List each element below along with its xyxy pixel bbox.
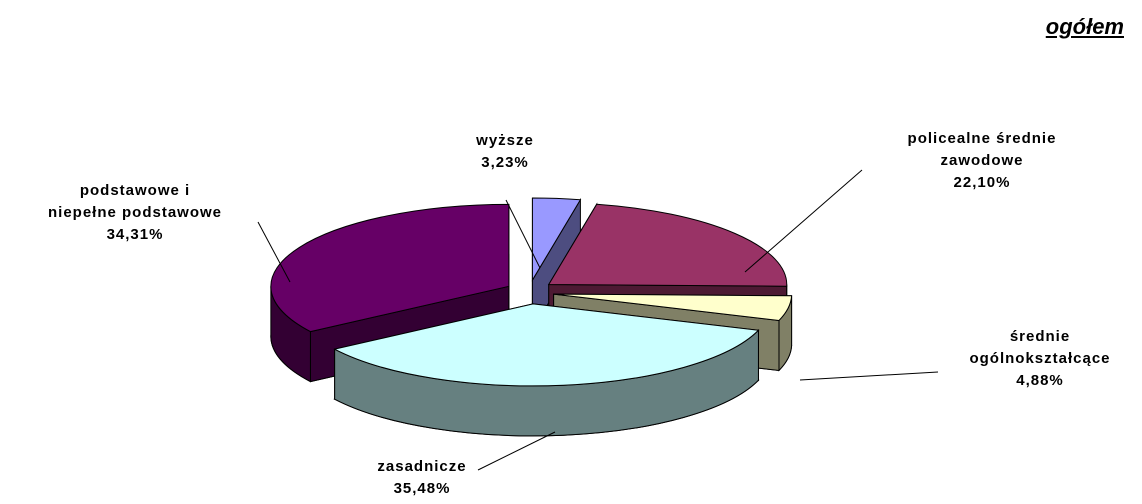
value-label: 3,23% (481, 154, 529, 171)
value-label: 35,48% (393, 480, 451, 497)
slice-label-group: wyższe 3,23% (476, 130, 534, 174)
category-label: policealne średnie zawodowe (907, 130, 1057, 169)
slice-label-group: średnie ogólnokształcące 4,88% (969, 326, 1110, 392)
slice (547, 203, 788, 287)
category-label: podstawowe i niepełne podstawowe (47, 182, 223, 221)
value-label: 4,88% (1016, 372, 1064, 389)
category-label: wyższe (476, 132, 534, 149)
slice-label-group: zasadnicze 35,48% (377, 456, 466, 500)
chart-title: ogółem (1045, 14, 1124, 39)
leader-line (477, 431, 556, 471)
slice (553, 293, 793, 321)
category-label: średnie ogólnokształcące (969, 328, 1111, 367)
value-label: 34,31% (106, 226, 164, 243)
slice (270, 203, 510, 333)
value-label: 22,10% (953, 174, 1011, 191)
leader-line (744, 169, 863, 273)
leader-line (799, 371, 939, 381)
category-label: zasadnicze (377, 458, 467, 475)
slice (531, 197, 582, 282)
slice-label-group: podstawowe i niepełne podstawowe 34,31% (48, 180, 222, 246)
slice-label-group: policealne średnie zawodowe 22,10% (908, 128, 1057, 194)
leader-line (257, 221, 291, 283)
slice (333, 303, 760, 387)
leader-line (505, 199, 541, 269)
